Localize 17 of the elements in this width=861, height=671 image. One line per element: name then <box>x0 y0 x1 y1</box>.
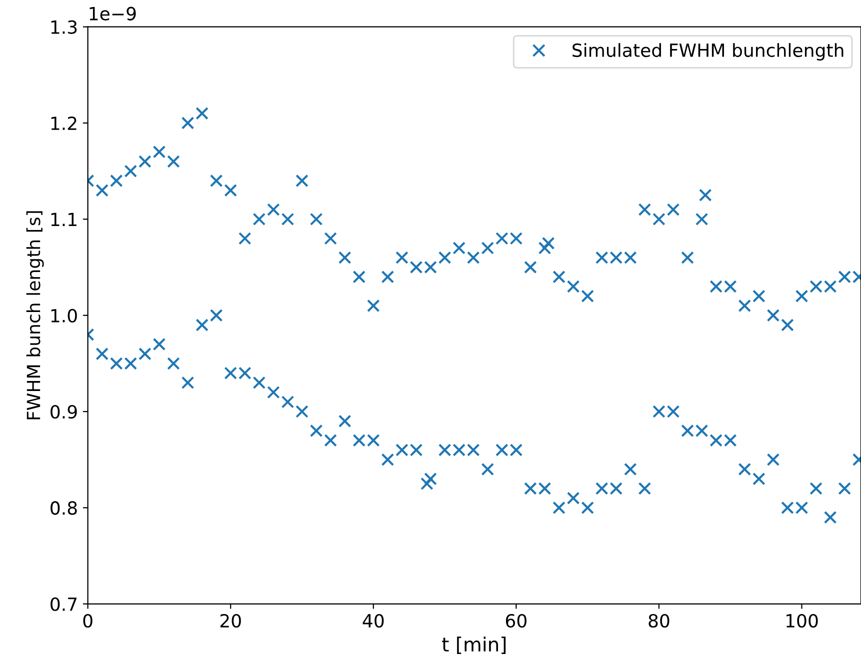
x-tick-label: 80 <box>648 614 670 628</box>
legend-label: Simulated FWHM bunchlength <box>572 43 844 61</box>
x-tick-label: 60 <box>506 614 526 628</box>
x-tick-label: 100 <box>786 614 818 628</box>
y-tick-label: 0.7 <box>50 597 77 612</box>
x-tick-label: 0 <box>83 614 92 628</box>
y-tick-label: 0.9 <box>50 405 77 419</box>
text: 1e−9 <box>90 6 136 20</box>
y-axis-title: FWHM bunch length [s] <box>26 211 44 420</box>
y-tick-label: 0.8 <box>50 501 77 515</box>
x-axis-title: t [min] <box>442 636 506 654</box>
y-tick-label: 1.2 <box>51 116 76 130</box>
x-tick-label: 40 <box>362 614 384 628</box>
y-tick-label: 1.0 <box>51 308 77 322</box>
y-tick-label: 1.1 <box>51 212 76 226</box>
y-tick-label: 1.3 <box>51 20 77 34</box>
x-tick-label: 20 <box>220 614 241 628</box>
